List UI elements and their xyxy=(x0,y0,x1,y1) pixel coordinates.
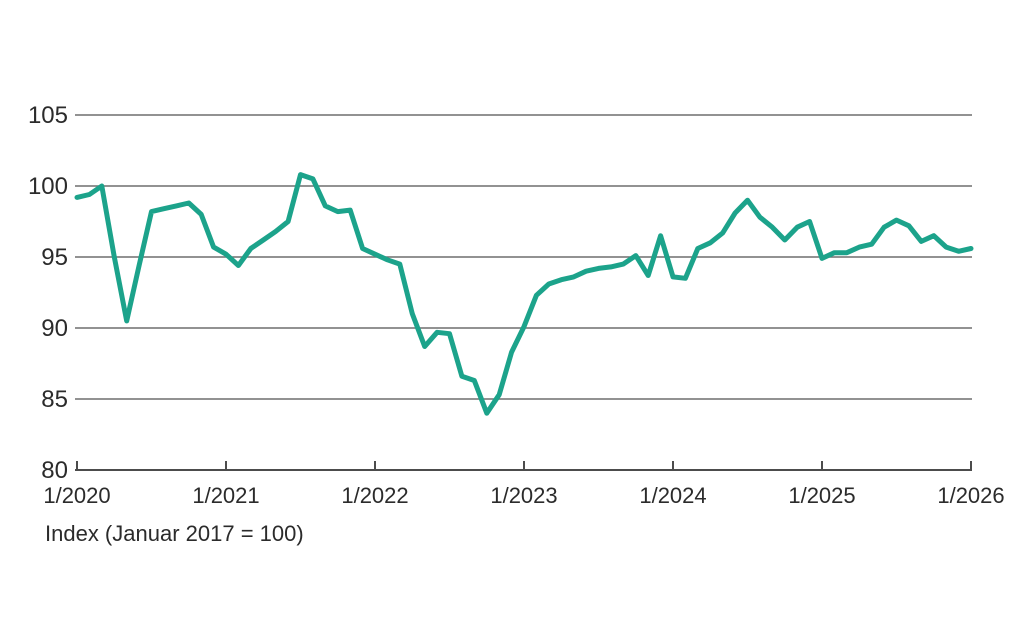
index-line-series xyxy=(74,172,974,416)
y-axis-label-90: 90 xyxy=(41,315,68,342)
x-axis-label-1-2024: 1/2024 xyxy=(639,483,706,508)
x-axis-label-1-2022: 1/2022 xyxy=(341,483,408,508)
y-axis-label-100: 100 xyxy=(28,173,68,200)
x-axis-label-1-2026: 1/2026 xyxy=(937,483,1004,508)
x-axis-label-1-2023: 1/2023 xyxy=(490,483,557,508)
chart-footnote: Index (Januar 2017 = 100) xyxy=(45,521,304,546)
x-axis-label-1-2021: 1/2021 xyxy=(192,483,259,508)
y-axis-label-80: 80 xyxy=(41,457,68,484)
y-axis-label-85: 85 xyxy=(41,386,68,413)
x-axis-label-1-2020: 1/2020 xyxy=(43,483,110,508)
x-axis-label-1-2025: 1/2025 xyxy=(788,483,855,508)
y-axis-label-95: 95 xyxy=(41,244,68,271)
y-axis-label-105: 105 xyxy=(28,102,68,129)
